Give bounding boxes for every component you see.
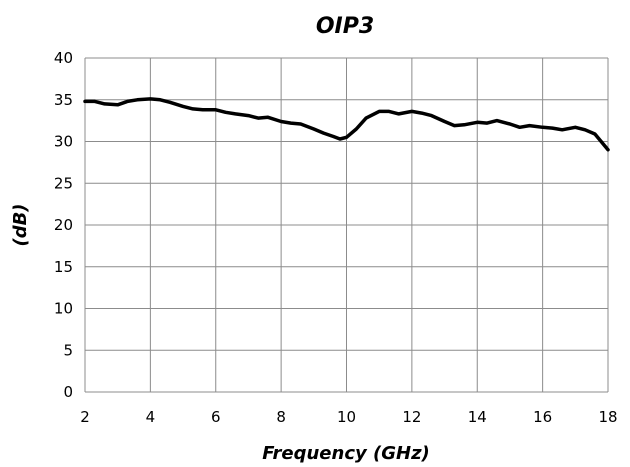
tick-labels: 0 5 10 15 20 25 30 35 40 2 4 6 8 10 12 14 16 18 [54, 49, 618, 426]
y-tick-label: 10 [54, 300, 73, 318]
x-tick-label: 14 [468, 408, 487, 426]
chart-title: OIP3 [316, 14, 374, 39]
x-tick-label: 16 [533, 408, 552, 426]
y-tick-label: 20 [54, 216, 73, 234]
y-tick-label: 30 [54, 133, 73, 151]
y-tick-label: 40 [54, 49, 73, 67]
x-axis-label: Frequency (GHz) [262, 443, 430, 464]
y-tick-label: 15 [54, 258, 73, 276]
y-tick-label: 5 [63, 341, 73, 359]
x-tick-label: 6 [211, 408, 221, 426]
x-tick-label: 8 [276, 408, 286, 426]
y-tick-label: 0 [63, 383, 73, 401]
y-tick-label: 35 [54, 91, 73, 109]
series-layer [83, 97, 610, 152]
x-tick-label: 2 [80, 408, 90, 426]
y-axis-label: (dB) [10, 203, 31, 246]
y-tick-label: 25 [54, 174, 73, 192]
grid-layer [84, 57, 609, 393]
axis-layer [84, 58, 608, 393]
x-tick-label: 4 [146, 408, 156, 426]
x-tick-label: 12 [402, 408, 421, 426]
x-tick-label: 10 [337, 408, 356, 426]
x-tick-label: 18 [598, 408, 617, 426]
oip3-series-line [83, 97, 610, 152]
